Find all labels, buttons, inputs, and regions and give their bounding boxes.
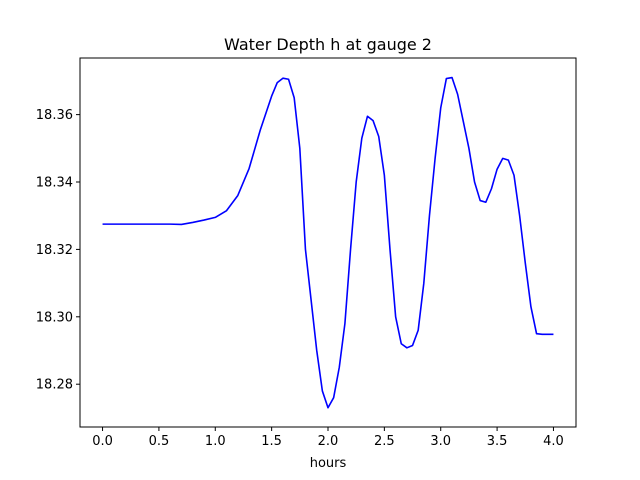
y-tick-label: 18.34 bbox=[36, 176, 73, 191]
y-tick-label: 18.30 bbox=[36, 310, 73, 325]
plot-area bbox=[80, 58, 576, 427]
ticks-layer: 0.0 0.5 1.0 1.5 2.0 2.5 3.0 3.5 4.0 18.28 18.30 18.… bbox=[36, 108, 564, 449]
y-tick-label: 18.32 bbox=[36, 243, 73, 258]
plot-frame bbox=[79, 57, 577, 428]
x-tick-label: 2.5 bbox=[374, 434, 395, 449]
y-tick-label: 18.28 bbox=[36, 378, 73, 393]
chart-title: Water Depth h at gauge 2 bbox=[224, 35, 432, 54]
x-tick-label: 0.0 bbox=[92, 434, 113, 449]
x-tick-label: 2.0 bbox=[318, 434, 339, 449]
x-tick-label: 3.0 bbox=[430, 434, 451, 449]
x-tick-label: 1.5 bbox=[261, 434, 282, 449]
x-tick-label: 4.0 bbox=[543, 434, 564, 449]
x-tick-label: 1.0 bbox=[205, 434, 226, 449]
series-line-0 bbox=[102, 76, 554, 409]
x-tick-label: 3.5 bbox=[487, 434, 508, 449]
x-tick-label: 0.5 bbox=[149, 434, 170, 449]
x-axis-label: hours bbox=[310, 456, 347, 471]
y-tick-label: 18.36 bbox=[36, 108, 73, 123]
series-layer bbox=[102, 76, 554, 409]
